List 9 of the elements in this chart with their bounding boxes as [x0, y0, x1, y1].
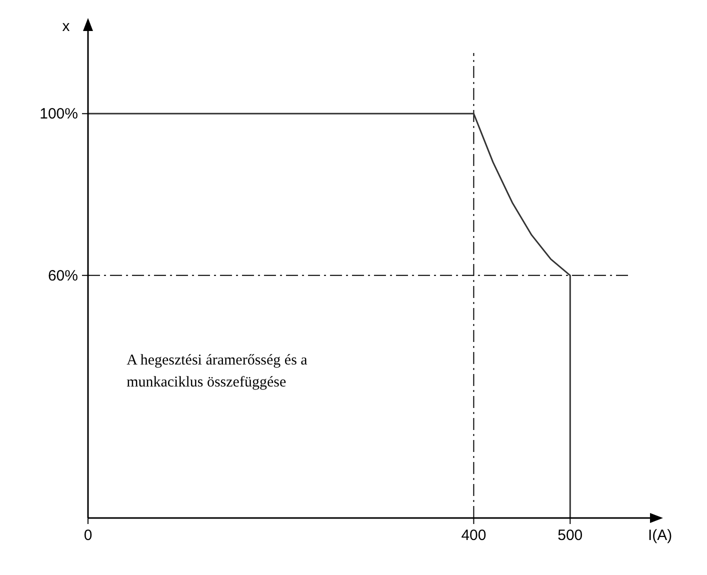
x-tick-label: 500	[558, 527, 583, 544]
y-tick-label: 100%	[40, 106, 78, 123]
x-tick-label: 400	[461, 527, 486, 544]
x-axis-title: I(A)	[648, 527, 672, 544]
y-tick-label: 60%	[48, 267, 78, 284]
y-axis-title: x	[62, 18, 70, 35]
annotation: A hegesztési áramerősség és a munkaciklus összefüggése	[126, 352, 308, 390]
x-tick-label: 0	[84, 527, 92, 544]
line-series	[87, 112, 571, 519]
